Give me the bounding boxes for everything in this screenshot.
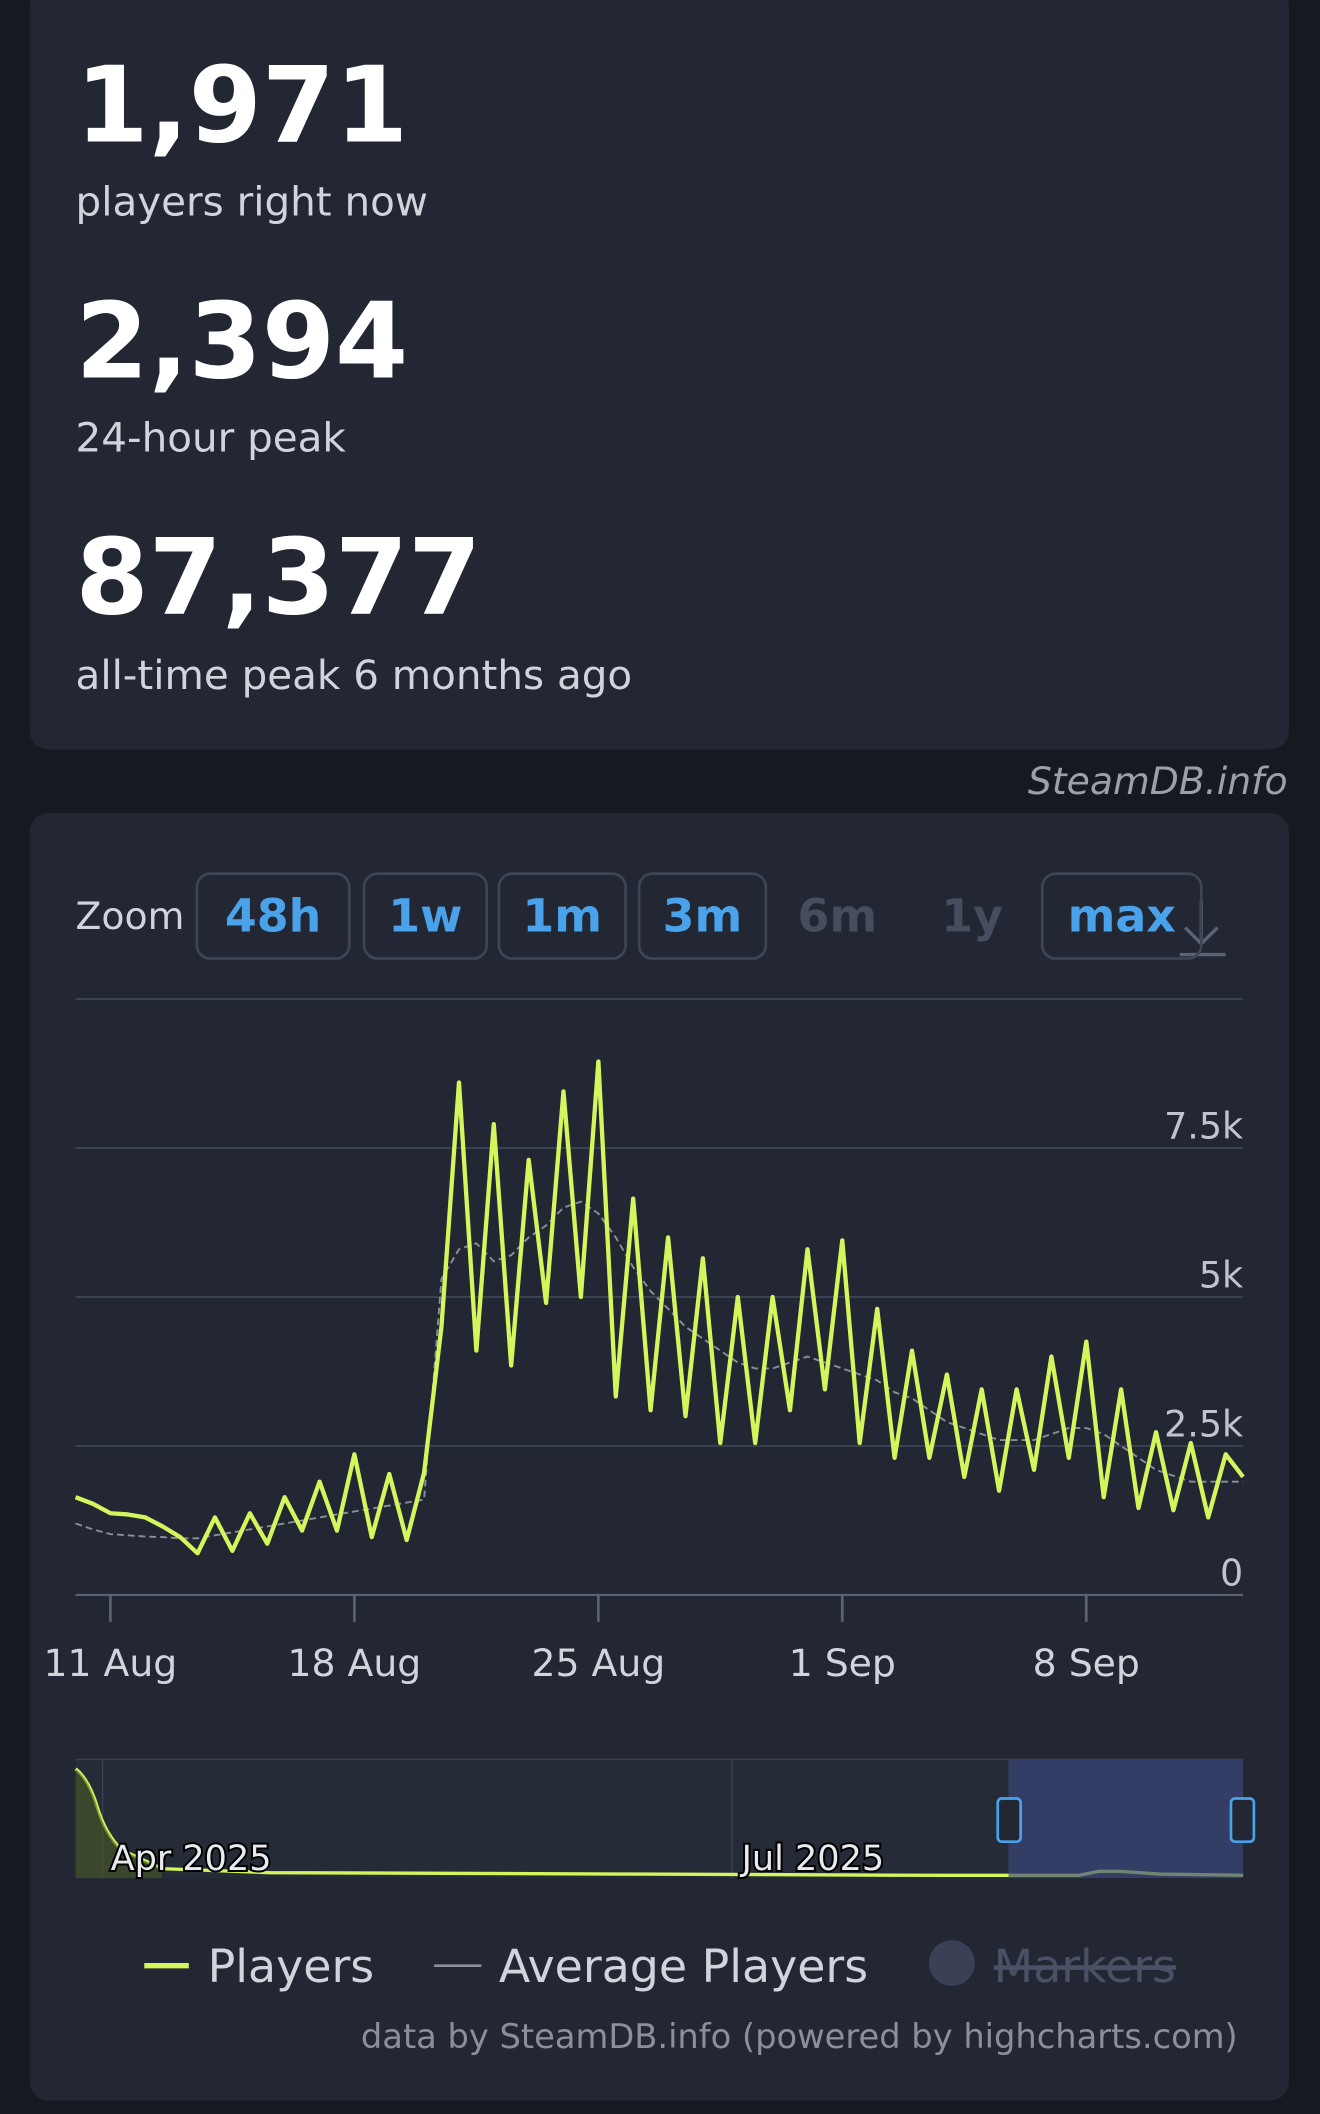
stat-value: 87,377 xyxy=(76,515,482,638)
credit: data by SteamDB.info (powered by highcha… xyxy=(361,2017,1238,2056)
zoom-button-label: 6m xyxy=(797,889,877,943)
zoom-button[interactable] xyxy=(195,872,351,960)
navigator-label: Apr 2025 xyxy=(111,1838,272,1879)
zoom-button-label[interactable]: 1w xyxy=(388,889,462,943)
x-tick-label: 8 Sep xyxy=(1033,1641,1140,1685)
legend-item[interactable]: Markers xyxy=(994,1939,1176,1993)
zoom-label: Zoom xyxy=(76,894,185,938)
stat-value: 1,971 xyxy=(76,44,409,167)
legend-item[interactable]: Average Players xyxy=(499,1939,868,1993)
navigator-area xyxy=(75,1768,162,1879)
zoom-button[interactable] xyxy=(497,872,627,960)
y-tick-label: 7.5k xyxy=(1164,1105,1243,1148)
stat-label: players right now xyxy=(76,178,428,226)
zoom-button-label[interactable]: 1m xyxy=(522,889,602,943)
zoom-button-label: 1y xyxy=(941,889,1003,943)
x-tick-label: 1 Sep xyxy=(789,1641,896,1685)
navigator-handle[interactable] xyxy=(996,1797,1022,1844)
watermark: SteamDB.info xyxy=(1028,759,1288,803)
x-tick-label: 18 Aug xyxy=(287,1641,421,1685)
y-tick-label: 2.5k xyxy=(1164,1403,1243,1446)
y-tick-label: 0 xyxy=(1220,1552,1243,1595)
stat-label: all-time peak 6 months ago xyxy=(76,651,633,699)
legend-symbol xyxy=(928,1940,975,1986)
zoom-button-label[interactable]: max xyxy=(1068,889,1176,943)
zoom-button[interactable] xyxy=(1040,872,1203,960)
stat-value: 2,394 xyxy=(76,280,409,403)
y-tick-label: 5k xyxy=(1199,1254,1243,1297)
navigator-label: Jul 2025 xyxy=(740,1838,885,1879)
navigator-mask xyxy=(1008,1759,1244,1879)
zoom-button[interactable] xyxy=(362,872,489,960)
x-tick-label: 25 Aug xyxy=(531,1641,665,1685)
stat-label: 24-hour peak xyxy=(76,414,347,462)
series-line xyxy=(75,1200,1244,1540)
series-line xyxy=(74,1059,1245,1556)
zoom-button[interactable] xyxy=(637,872,768,960)
x-tick-label: 11 Aug xyxy=(44,1641,178,1685)
zoom-button-label[interactable]: 3m xyxy=(663,889,743,943)
zoom-button-label[interactable]: 48h xyxy=(225,889,321,943)
navigator-handle[interactable] xyxy=(1229,1797,1256,1844)
legend-item[interactable]: Players xyxy=(208,1939,375,1993)
stats-card xyxy=(29,0,1289,750)
